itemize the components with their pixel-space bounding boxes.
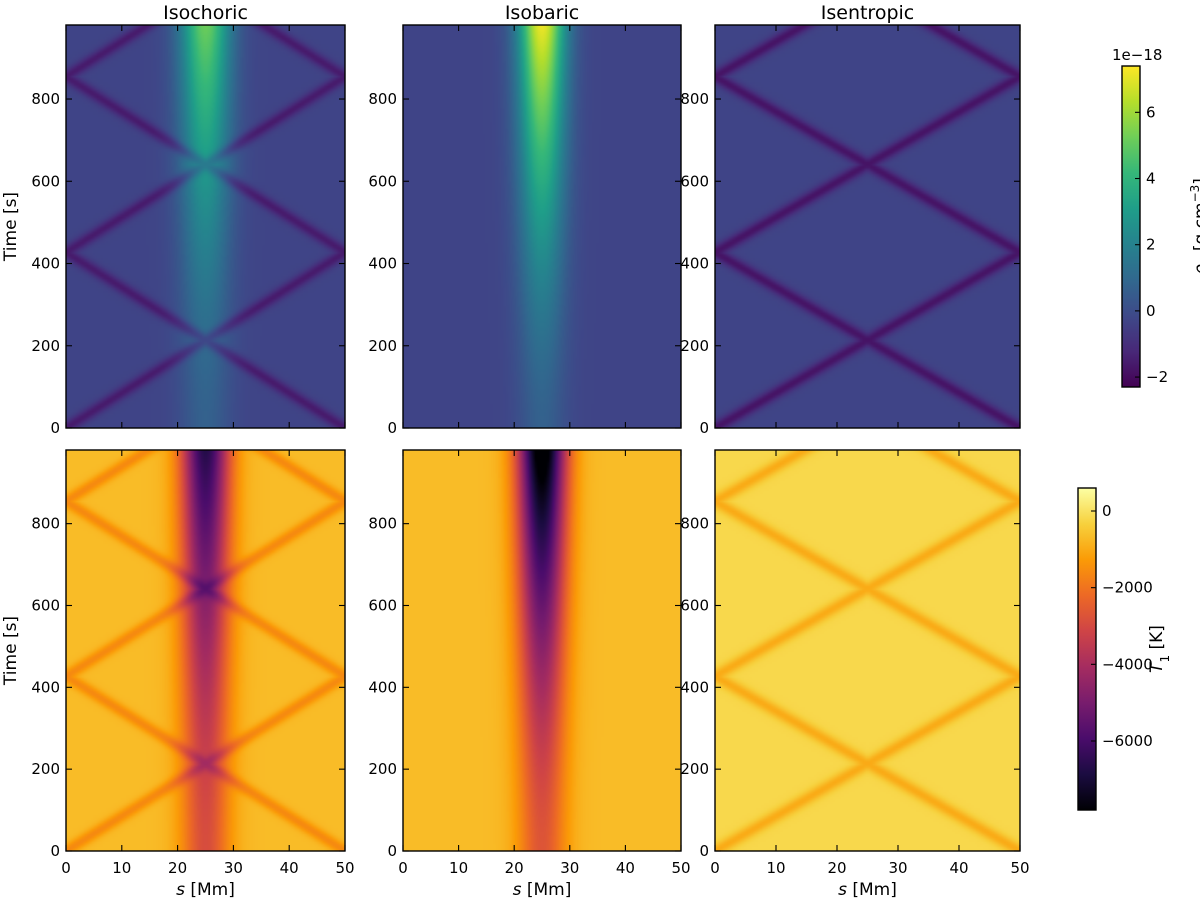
y-tick-label: 600 bbox=[368, 596, 397, 614]
panel-5: 0 10 20 30 40 50 0 200 400 600 800 s [Mm] bbox=[368, 449, 691, 900]
y-tick-label: 800 bbox=[368, 90, 397, 108]
axes-frame bbox=[402, 24, 682, 429]
panel-title: Isobaric bbox=[505, 2, 579, 24]
panel-6: 0 10 20 30 40 50 0 200 400 600 800 s [Mm] bbox=[680, 449, 1030, 900]
y-tick-label: 800 bbox=[680, 515, 709, 533]
panel-4: 0 10 20 30 40 50 0 200 400 600 800 Time [s] s [Mm] bbox=[1, 449, 355, 900]
colorbar-tick-label: −6000 bbox=[1102, 732, 1153, 750]
heatmap-image bbox=[66, 450, 345, 851]
x-tick-label: 10 bbox=[112, 859, 131, 877]
colorbar-tick-label: 4 bbox=[1146, 170, 1156, 188]
colorbar-tick-label: 6 bbox=[1146, 103, 1156, 121]
y-tick-label: 200 bbox=[31, 337, 60, 355]
y-tick-label: 0 bbox=[50, 419, 60, 437]
heatmap-image bbox=[403, 25, 681, 428]
colorbar-gradient bbox=[1077, 487, 1097, 811]
y-tick-label: 400 bbox=[368, 255, 397, 273]
panel-title: Isochoric bbox=[163, 2, 248, 24]
panel-title: Isentropic bbox=[821, 2, 915, 24]
panel-1: 0 200 400 600 800 Isochoric Time [s] bbox=[1, 2, 346, 437]
x-tick-label: 50 bbox=[335, 859, 354, 877]
y-tick-label: 200 bbox=[680, 760, 709, 778]
colorbar-temperature: −6000 −4000 −2000 0 T1 [K] bbox=[1077, 487, 1172, 811]
y-tick-label: 0 bbox=[387, 842, 397, 860]
x-tick-label: 20 bbox=[168, 859, 187, 877]
y-tick-label: 0 bbox=[387, 419, 397, 437]
y-tick-label: 200 bbox=[368, 337, 397, 355]
x-tick-label: 30 bbox=[560, 859, 579, 877]
y-tick-label: 800 bbox=[680, 90, 709, 108]
x-axis-label: s [Mm] bbox=[176, 880, 235, 900]
y-axis-label: Time [s] bbox=[1, 192, 21, 262]
y-tick-label: 200 bbox=[368, 760, 397, 778]
axes-frame bbox=[402, 449, 682, 852]
axes-frame bbox=[714, 24, 1021, 429]
heatmap-image bbox=[715, 25, 1020, 428]
x-tick-label: 10 bbox=[766, 859, 785, 877]
x-tick-label: 40 bbox=[280, 859, 299, 877]
y-tick-label: 400 bbox=[680, 678, 709, 696]
heatmap-image bbox=[715, 450, 1020, 851]
x-tick-label: 0 bbox=[398, 859, 408, 877]
colorbar-tick-label: 0 bbox=[1146, 302, 1156, 320]
y-axis-label: Time [s] bbox=[1, 616, 21, 686]
colorbar-tick-label: −2000 bbox=[1102, 579, 1153, 597]
y-tick-label: 800 bbox=[31, 90, 60, 108]
y-tick-label: 400 bbox=[31, 678, 60, 696]
y-tick-label: 0 bbox=[50, 842, 60, 860]
colorbar-label: ρ1 [g cm−3] bbox=[1188, 178, 1200, 275]
x-tick-label: 20 bbox=[505, 859, 524, 877]
panel-2: 0 200 400 600 800 Isobaric bbox=[368, 2, 682, 437]
colorbar-density: −2 0 2 4 6 1e−18 ρ1 [g cm−3] bbox=[1112, 46, 1200, 388]
x-tick-label: 30 bbox=[224, 859, 243, 877]
x-axis-label: s [Mm] bbox=[838, 880, 897, 900]
x-tick-label: 40 bbox=[616, 859, 635, 877]
y-tick-label: 600 bbox=[680, 596, 709, 614]
x-tick-label: 10 bbox=[449, 859, 468, 877]
x-axis-label: s [Mm] bbox=[513, 880, 572, 900]
colorbars: −2 0 2 4 6 1e−18 ρ1 [g cm−3] −6000 −4000 −2000 0 T1… bbox=[1077, 46, 1200, 811]
y-tick-label: 200 bbox=[31, 760, 60, 778]
heatmap-image bbox=[403, 450, 681, 851]
y-tick-label: 0 bbox=[699, 419, 709, 437]
colorbar-tick-label: −4000 bbox=[1102, 655, 1153, 673]
y-tick-label: 200 bbox=[680, 337, 709, 355]
panel-3: 0 200 400 600 800 Isentropic bbox=[680, 2, 1021, 437]
y-tick-label: 600 bbox=[368, 172, 397, 190]
x-tick-label: 50 bbox=[1010, 859, 1029, 877]
y-tick-label: 400 bbox=[31, 255, 60, 273]
x-tick-label: 0 bbox=[710, 859, 720, 877]
colorbar-tick-label: −2 bbox=[1146, 368, 1168, 386]
y-tick-label: 600 bbox=[31, 172, 60, 190]
colorbar-gradient bbox=[1121, 65, 1141, 388]
colorbar-tick-label: 0 bbox=[1102, 502, 1112, 520]
x-tick-label: 40 bbox=[949, 859, 968, 877]
axes-frame bbox=[65, 449, 346, 852]
y-tick-label: 400 bbox=[680, 255, 709, 273]
colorbar-offset-label: 1e−18 bbox=[1112, 46, 1162, 64]
heatmap-image bbox=[66, 25, 345, 428]
colorbar-tick-label: 2 bbox=[1146, 236, 1156, 254]
y-tick-label: 0 bbox=[699, 842, 709, 860]
y-tick-label: 400 bbox=[368, 678, 397, 696]
y-tick-label: 800 bbox=[31, 515, 60, 533]
x-tick-label: 0 bbox=[61, 859, 71, 877]
axes-frame bbox=[714, 449, 1021, 852]
y-tick-label: 800 bbox=[368, 515, 397, 533]
x-tick-label: 50 bbox=[671, 859, 690, 877]
x-tick-label: 30 bbox=[888, 859, 907, 877]
y-tick-label: 600 bbox=[680, 172, 709, 190]
axes-frame bbox=[65, 24, 346, 429]
colorbar-label: T1 [K] bbox=[1147, 625, 1172, 673]
x-tick-label: 20 bbox=[827, 859, 846, 877]
y-tick-label: 600 bbox=[31, 596, 60, 614]
